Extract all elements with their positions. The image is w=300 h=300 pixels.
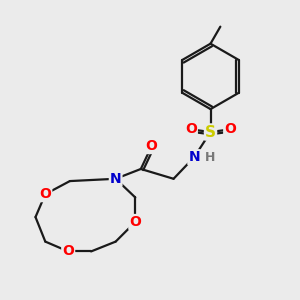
- Text: O: O: [39, 187, 51, 201]
- Text: O: O: [185, 122, 197, 136]
- Text: O: O: [146, 139, 158, 153]
- Text: N: N: [110, 172, 122, 186]
- Text: O: O: [224, 122, 236, 136]
- Text: H: H: [205, 151, 215, 164]
- Text: O: O: [129, 215, 141, 229]
- Text: N: N: [188, 150, 200, 164]
- Text: O: O: [62, 244, 74, 258]
- Text: S: S: [205, 124, 216, 140]
